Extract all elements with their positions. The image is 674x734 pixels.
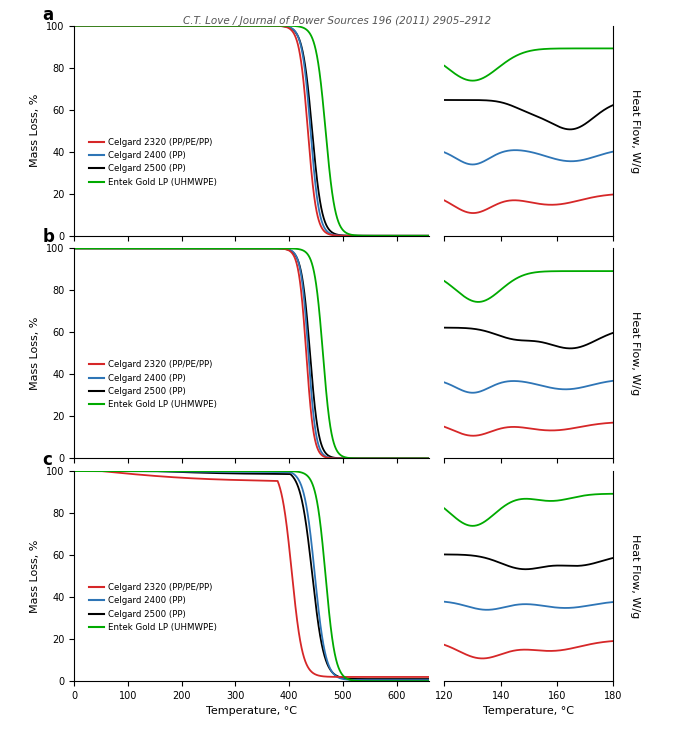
Text: C.T. Love / Journal of Power Sources 196 (2011) 2905–2912: C.T. Love / Journal of Power Sources 196…: [183, 16, 491, 26]
Y-axis label: Mass Loss, %: Mass Loss, %: [30, 539, 40, 613]
Y-axis label: Mass Loss, %: Mass Loss, %: [30, 94, 40, 167]
Text: c: c: [42, 451, 52, 469]
Legend: Celgard 2320 (PP/PE/PP), Celgard 2400 (PP), Celgard 2500 (PP), Entek Gold LP (UH: Celgard 2320 (PP/PE/PP), Celgard 2400 (P…: [86, 134, 220, 190]
Text: b: b: [42, 228, 54, 247]
Y-axis label: Heat Flow, W/g: Heat Flow, W/g: [630, 534, 640, 618]
Text: a: a: [42, 6, 53, 23]
Y-axis label: Heat Flow, W/g: Heat Flow, W/g: [630, 89, 640, 172]
Legend: Celgard 2320 (PP/PE/PP), Celgard 2400 (PP), Celgard 2500 (PP), Entek Gold LP (UH: Celgard 2320 (PP/PE/PP), Celgard 2400 (P…: [86, 580, 220, 636]
Y-axis label: Heat Flow, W/g: Heat Flow, W/g: [630, 311, 640, 396]
X-axis label: Temperature, °C: Temperature, °C: [483, 706, 574, 716]
Legend: Celgard 2320 (PP/PE/PP), Celgard 2400 (PP), Celgard 2500 (PP), Entek Gold LP (UH: Celgard 2320 (PP/PE/PP), Celgard 2400 (P…: [86, 357, 220, 413]
Y-axis label: Mass Loss, %: Mass Loss, %: [30, 317, 40, 390]
X-axis label: Temperature, °C: Temperature, °C: [206, 706, 297, 716]
